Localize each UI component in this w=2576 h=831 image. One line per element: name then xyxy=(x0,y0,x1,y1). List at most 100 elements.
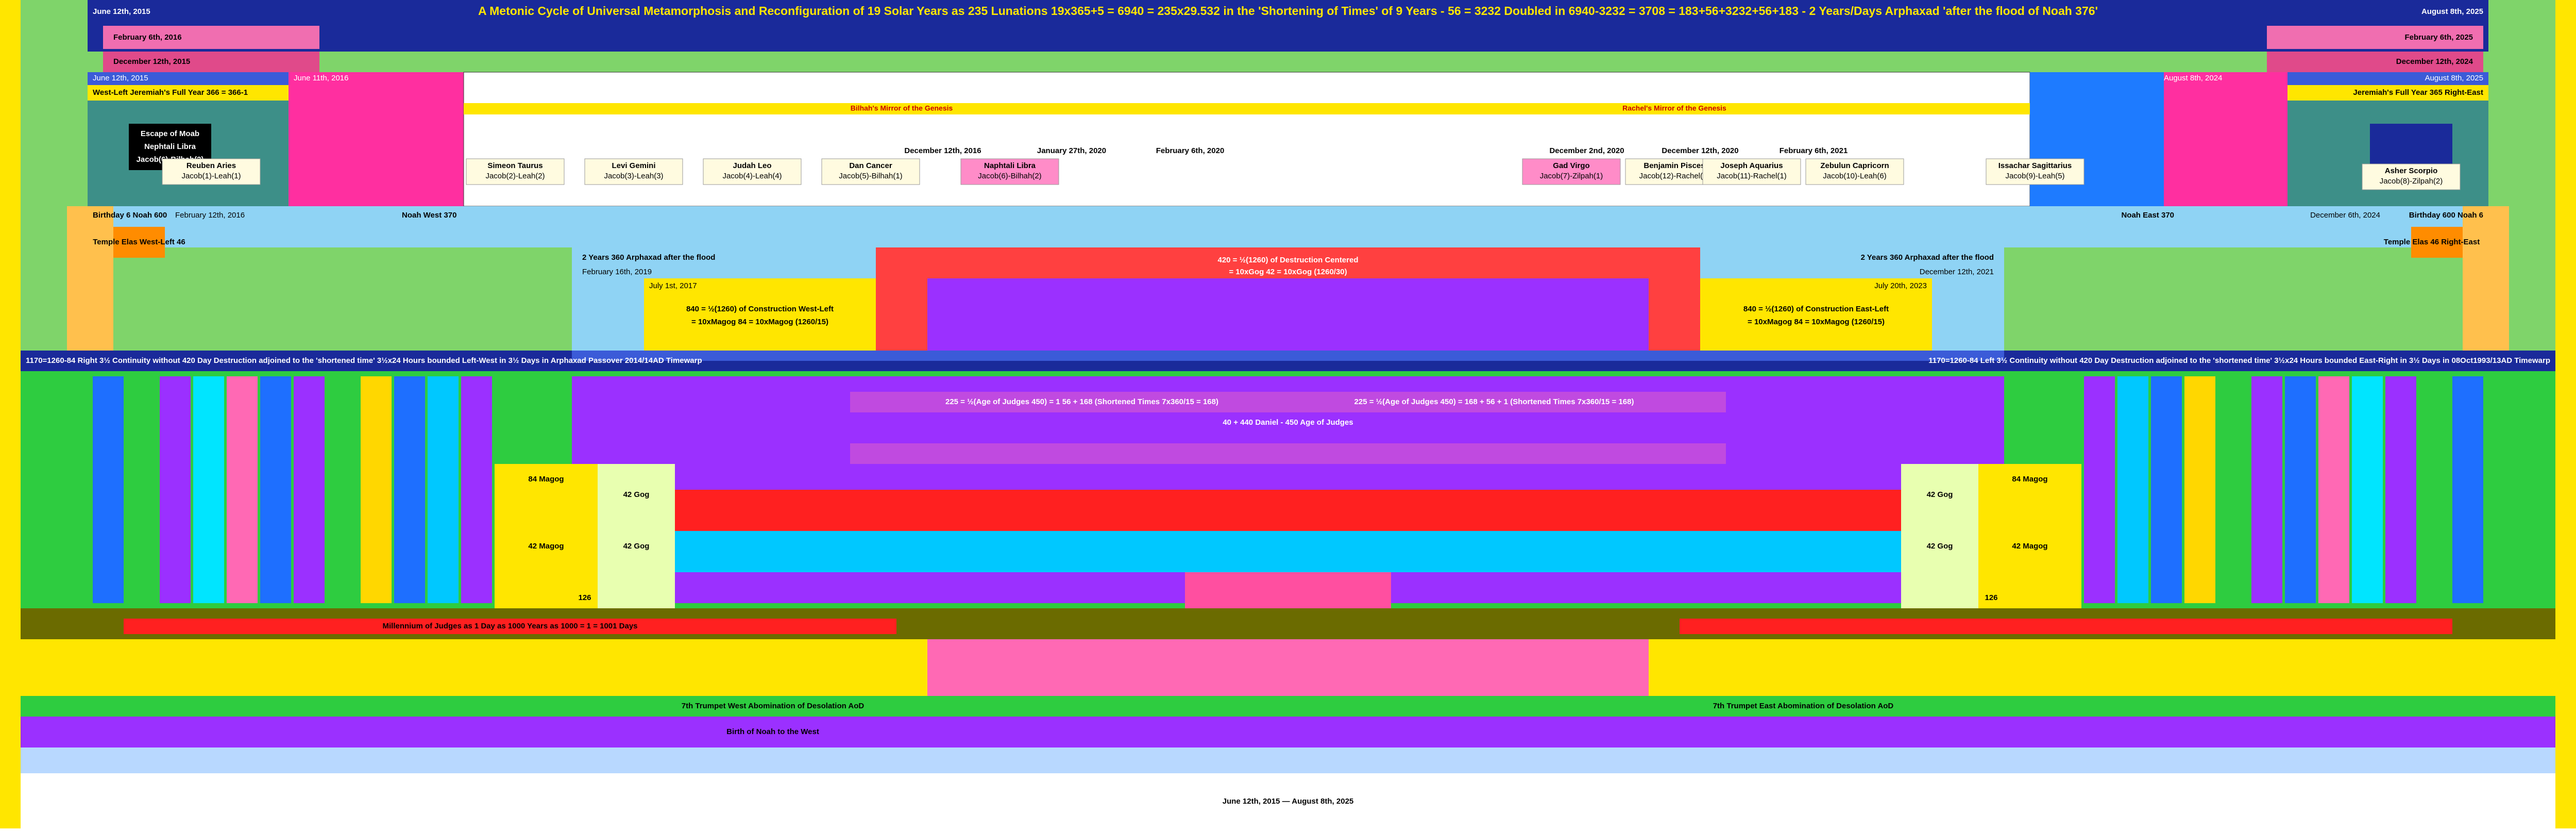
date: February 6th, 2021 xyxy=(1780,146,1848,155)
date: August 8th, 2024 xyxy=(2164,74,2222,82)
date: February 6th, 2016 xyxy=(113,33,182,42)
column xyxy=(260,376,291,603)
title: A Metonic Cycle of Universal Metamorphos… xyxy=(478,4,2098,18)
date: July 1st, 2017 xyxy=(649,281,697,290)
block xyxy=(1700,278,1932,351)
block xyxy=(2463,206,2509,361)
block xyxy=(2555,0,2576,828)
label: 7th Trumpet West Abomination of Desolati… xyxy=(682,702,865,710)
label: = 10xGog 42 = 10xGog (1260/30) xyxy=(1229,268,1347,276)
tribe-box xyxy=(960,158,1059,185)
column xyxy=(2318,376,2349,603)
block xyxy=(0,0,21,828)
label: 42 Magog xyxy=(528,542,564,551)
tribe-name: Benjamin Pisces xyxy=(1643,161,1705,170)
block xyxy=(2164,72,2287,206)
block xyxy=(598,464,675,619)
label: 42 Gog xyxy=(1927,542,1953,551)
tribe-box xyxy=(1986,158,2084,185)
block xyxy=(103,52,319,72)
tribe-box xyxy=(821,158,920,185)
label: Escape of Moab xyxy=(141,129,199,138)
column xyxy=(193,376,224,603)
label: 84 Magog xyxy=(528,475,564,484)
block xyxy=(113,227,165,258)
date: December 12th, 2021 xyxy=(1920,268,1994,276)
block xyxy=(850,392,1726,412)
block xyxy=(2267,26,2483,49)
heading: Bilhah's Mirror of the Genesis xyxy=(851,104,953,112)
tribe-jacob: Jacob(3)-Leah(3) xyxy=(604,172,663,180)
column xyxy=(428,376,459,603)
label: Birthday 6 Noah 600 xyxy=(93,211,167,220)
block xyxy=(88,206,2488,247)
label: 1170=1260-84 Right 3½ Continuity without… xyxy=(26,356,702,365)
column xyxy=(327,376,358,603)
block xyxy=(463,72,2030,207)
column xyxy=(126,376,157,603)
tribe-box xyxy=(1522,158,1621,185)
date: January 27th, 2020 xyxy=(1037,146,1106,155)
label: 42 Gog xyxy=(623,542,650,551)
tribe-box xyxy=(584,158,683,185)
tribe-name: Naphtali Libra xyxy=(984,161,1036,170)
block xyxy=(289,72,464,206)
tribe-jacob: Jacob(2)-Leah(2) xyxy=(485,172,545,180)
block xyxy=(21,747,2555,773)
column xyxy=(461,376,492,603)
label: = 10xMagog 84 = 10xMagog (1260/15) xyxy=(691,318,828,326)
date: August 8th, 2025 xyxy=(2425,74,2483,82)
tribe-jacob: Jacob(12)-Rachel(2) xyxy=(1639,172,1710,180)
block xyxy=(21,696,2555,717)
date: June 11th, 2016 xyxy=(294,74,348,82)
block xyxy=(927,278,1649,351)
block xyxy=(464,103,2030,114)
label: 225 = ½(Age of Judges 450) = 168 + 56 + … xyxy=(1354,397,1634,406)
tribe-jacob: Jacob(8)-Zilpah(2) xyxy=(2380,177,2443,186)
center-dates: December 12th, 2016 January 27th, 2020 Feb… xyxy=(904,146,1848,155)
date: December 12th, 2020 xyxy=(1662,146,1738,155)
label: 840 = ½(1260) of Construction West-Left xyxy=(686,305,834,313)
column xyxy=(394,376,425,603)
tribe-jacob: Jacob(4)-Leah(4) xyxy=(722,172,782,180)
block xyxy=(88,23,2488,52)
label: 840 = ½(1260) of Construction East-Left xyxy=(1743,305,1889,313)
tribe-jacob: Jacob(5)-Bilhah(1) xyxy=(839,172,902,180)
tribe-jacob: Jacob(1)-Leah(1) xyxy=(181,172,241,180)
column xyxy=(227,376,258,603)
column xyxy=(2419,376,2450,603)
column xyxy=(294,376,325,603)
column xyxy=(2218,376,2249,603)
label: Millennium of Judges as 1 Day as 1000 Ye… xyxy=(382,622,637,630)
block xyxy=(2267,52,2483,72)
block xyxy=(670,531,1906,572)
block xyxy=(21,717,2555,747)
column xyxy=(2285,376,2316,603)
block xyxy=(2370,124,2452,170)
column xyxy=(160,376,191,603)
tribe-name: Dan Cancer xyxy=(849,161,892,170)
tribe-name: Simeon Taurus xyxy=(487,161,543,170)
columns xyxy=(93,376,2483,603)
block xyxy=(1680,619,2452,634)
block xyxy=(67,206,113,361)
footer: June 12th, 2015 — August 8th, 2025 xyxy=(1223,797,1354,806)
label: 420 = ½(1260) of Destruction Centered xyxy=(1217,256,1358,264)
heading: 2 Years 360 Arphaxad after the flood xyxy=(1861,253,1994,262)
label: 42 Gog xyxy=(1927,490,1953,499)
column xyxy=(2452,376,2483,603)
block xyxy=(2287,85,2488,101)
label: 225 = ½(Age of Judges 450) = 1 56 + 168 … xyxy=(945,397,1218,406)
block xyxy=(88,85,289,101)
block xyxy=(927,639,1649,696)
block xyxy=(103,26,319,49)
block xyxy=(2411,227,2463,258)
date: July 20th, 2023 xyxy=(1874,281,1927,290)
date: August 8th, 2025 xyxy=(2421,7,2483,16)
block xyxy=(2030,72,2164,206)
tribe-name: Gad Virgo xyxy=(1553,161,1589,170)
tribe-name: Joseph Aquarius xyxy=(1720,161,1783,170)
label: 42 Gog xyxy=(623,490,650,499)
